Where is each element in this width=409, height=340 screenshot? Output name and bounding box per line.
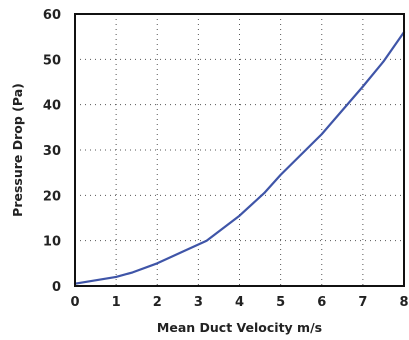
y-tick-label: 10 [43,235,61,250]
grid [75,14,404,286]
x-tick-label: 2 [153,295,162,310]
y-tick-label: 50 [43,53,61,68]
plot-frame [74,13,405,287]
x-tick-label: 0 [70,295,79,310]
y-tick-label: 40 [43,99,61,114]
y-axis-title: Pressure Drop (Pa) [10,83,25,217]
x-axis-ticks: 0 1 2 3 4 5 6 7 8 [70,295,408,310]
y-tick-label: 30 [43,144,61,159]
y-axis-ticks: 0 10 20 30 40 50 60 [43,8,61,295]
x-tick-label: 3 [194,295,203,310]
x-tick-label: 6 [317,295,326,310]
x-axis-title: Mean Duct Velocity m/s [157,320,322,335]
x-tick-label: 4 [235,295,244,310]
y-tick-label: 60 [43,8,61,23]
y-tick-label: 20 [43,189,61,204]
x-tick-label: 1 [112,295,121,310]
series-line-0 [73,30,406,285]
x-tick-label: 5 [276,295,285,310]
x-tick-label: 7 [358,295,367,310]
y-tick-label: 0 [52,280,61,295]
x-tick-label: 8 [399,295,408,310]
series-layer [73,30,406,285]
